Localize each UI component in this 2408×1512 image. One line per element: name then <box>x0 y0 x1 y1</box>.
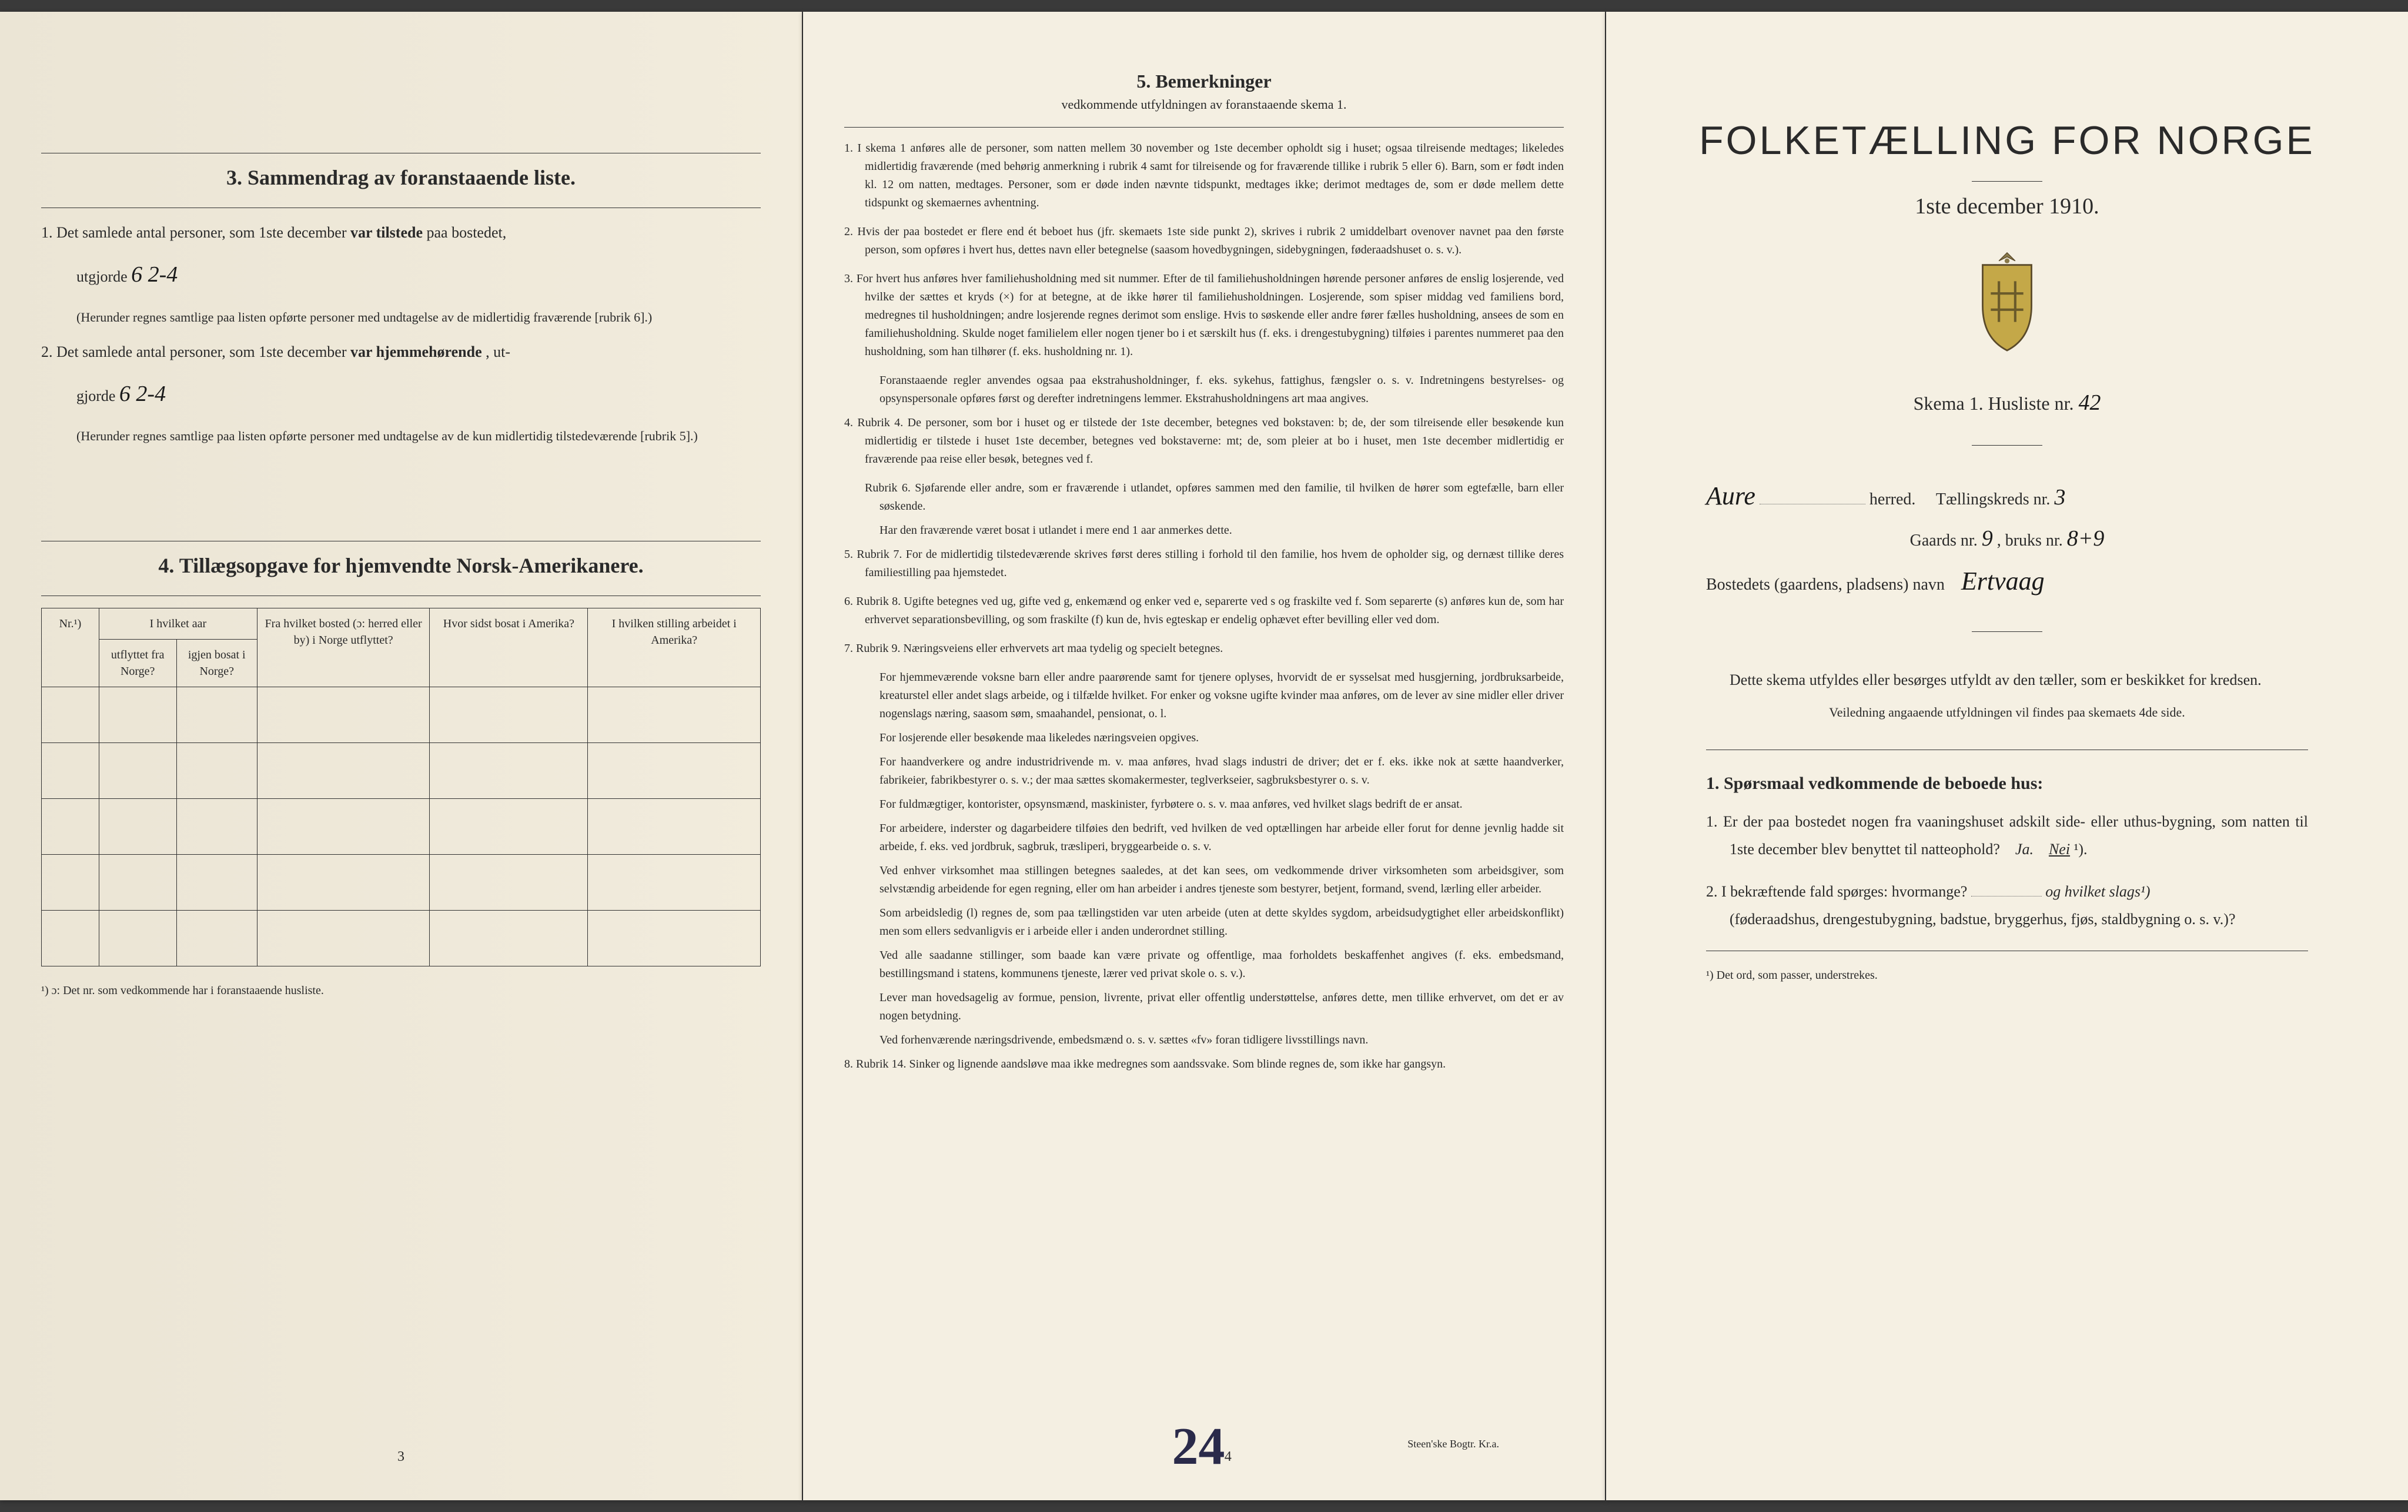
table-header-stilling: I hvilken stilling arbeidet i Amerika? <box>588 608 761 687</box>
divider <box>1972 631 2042 632</box>
page-number-4: 4 <box>1225 1449 1232 1465</box>
document-container: 3. Sammendrag av foranstaaende liste. 1.… <box>0 12 2408 1500</box>
page-number-3: 3 <box>397 1449 404 1465</box>
section-divider <box>844 127 1564 128</box>
table-header-amerika: Hvor sidst bosat i Amerika? <box>430 608 588 687</box>
remark-7-sub8: Ved alle saadanne stillinger, som baade … <box>844 946 1564 983</box>
section3-item2-sub: (Herunder regnes samtlige paa listen opf… <box>41 426 761 446</box>
taellingskreds-nr: 3 <box>2054 485 2065 510</box>
table-row <box>42 798 761 854</box>
section3-item2: 2. Det samlede antal personer, som 1ste … <box>41 339 761 365</box>
section-5-subheading: vedkommende utfyldningen av foranstaaend… <box>844 97 1564 112</box>
herred-name: Aure <box>1706 481 1755 510</box>
small-instruction: Veiledning angaaende utfyldningen vil fi… <box>1647 705 2367 720</box>
title-divider <box>1972 181 2042 182</box>
section-5-heading: 5. Bemerkninger <box>844 71 1564 92</box>
section-4-heading: 4. Tillægsopgave for hjemvendte Norsk-Am… <box>41 553 761 578</box>
gaards-line: Gaards nr. 9 , bruks nr. 8+9 <box>1706 526 2308 551</box>
remark-7-sub4: For fuldmægtiger, kontorister, opsynsmæn… <box>844 795 1564 814</box>
question-2: 2. I bekræftende fald spørges: hvormange… <box>1730 878 2308 934</box>
page-right: FOLKETÆLLING FOR NORGE 1ste december 191… <box>1606 12 2408 1500</box>
table-subheader-bosat: igjen bosat i Norge? <box>176 639 257 687</box>
question-1-heading: 1. Spørsmaal vedkommende de beboede hus: <box>1706 774 2308 794</box>
printer-mark: Steen'ske Bogtr. Kr.a. <box>1407 1438 1499 1450</box>
question-1: 1. Er der paa bostedet nogen fra vaaning… <box>1730 808 2308 864</box>
remark-5: 5. Rubrik 7. For de midlertidig tilstede… <box>844 546 1564 582</box>
table-row <box>42 687 761 742</box>
herred-line: Aure herred. Tællingskreds nr. 3 <box>1706 481 2308 511</box>
section3-item1-sub: (Herunder regnes samtlige paa listen opf… <box>41 307 761 327</box>
coat-of-arms-icon <box>1647 249 2367 366</box>
remark-7-sub7: Som arbeidsledig (l) regnes de, som paa … <box>844 904 1564 941</box>
section3-item2-line2: gjorde 6 2-4 <box>41 374 761 414</box>
rubrik-6: Rubrik 6. Sjøfarende eller andre, som er… <box>844 479 1564 516</box>
section3-item1-line2: utgjorde 6 2-4 <box>41 255 761 295</box>
remark-3-sub: Foranstaaende regler anvendes ogsaa paa … <box>844 372 1564 408</box>
remark-2: 2. Hvis der paa bostedet er flere end ét… <box>844 223 1564 259</box>
page-left: 3. Sammendrag av foranstaaende liste. 1.… <box>0 12 802 1500</box>
husliste-number: 42 <box>2078 390 2101 415</box>
skema-divider <box>1972 445 2042 446</box>
remark-7-sub3: For haandverkere og andre industridriven… <box>844 753 1564 790</box>
table-header-year: I hvilket aar <box>99 608 257 639</box>
handwritten-value-1: 6 2-4 <box>131 262 178 287</box>
bosted-line: Bostedets (gaardens, pladsens) navn Ertv… <box>1706 566 2308 596</box>
remark-7-sub5: For arbeidere, inderster og dagarbeidere… <box>844 819 1564 856</box>
table-row <box>42 854 761 910</box>
remark-7-sub2: For losjerende eller besøkende maa likel… <box>844 729 1564 747</box>
page3-footnote: ¹) Det ord, som passer, understrekes. <box>1706 969 2308 982</box>
section3-item1: 1. Det samlede antal personer, som 1ste … <box>41 220 761 246</box>
remark-3: 3. For hvert hus anføres hver familiehus… <box>844 270 1564 361</box>
bosted-name: Ertvaag <box>1961 567 2045 596</box>
gaards-nr: 9 <box>1982 526 1993 551</box>
table-row <box>42 910 761 966</box>
remark-8: 8. Rubrik 14. Sinker og lignende aandslø… <box>844 1055 1564 1073</box>
table-header-bosted: Fra hvilket bosted (ɔ: herred eller by) … <box>257 608 430 687</box>
skema-line: Skema 1. Husliste nr. 42 <box>1647 390 2367 416</box>
remark-1: 1. I skema 1 anføres alle de personer, s… <box>844 139 1564 212</box>
rubrik-6-sub: Har den fraværende været bosat i utlande… <box>844 521 1564 540</box>
table-norsk-amerikanere: Nr.¹) I hvilket aar Fra hvilket bosted (… <box>41 608 761 966</box>
remark-7-sub10: Ved forhenværende næringsdrivende, embed… <box>844 1031 1564 1049</box>
table-row <box>42 742 761 798</box>
shield-svg <box>1966 249 2048 354</box>
table-header-nr: Nr.¹) <box>42 608 99 687</box>
remark-7-sub6: Ved enhver virksomhet maa stillingen bet… <box>844 862 1564 898</box>
answer-nei: Nei <box>2049 841 2070 858</box>
remark-6: 6. Rubrik 8. Ugifte betegnes ved ug, gif… <box>844 593 1564 629</box>
page-middle: 5. Bemerkninger vedkommende utfyldningen… <box>803 12 1605 1500</box>
handwritten-value-2: 6 2-4 <box>119 382 166 406</box>
table-subheader-utflyttet: utflyttet fra Norge? <box>99 639 176 687</box>
instruction-text: Dette skema utfyldes eller besørges utfy… <box>1706 667 2308 693</box>
section4-footnote: ¹) ɔ: Det nr. som vedkommende har i fora… <box>41 984 761 998</box>
subtitle: 1ste december 1910. <box>1647 193 2367 219</box>
handwritten-24: 24 <box>1172 1416 1225 1477</box>
remark-7-sub1: For hjemmeværende voksne barn eller andr… <box>844 668 1564 723</box>
main-title: FOLKETÆLLING FOR NORGE <box>1647 118 2367 163</box>
remark-4: 4. Rubrik 4. De personer, som bor i huse… <box>844 414 1564 469</box>
section-3-heading: 3. Sammendrag av foranstaaende liste. <box>41 165 761 190</box>
remark-7-sub9: Lever man hovedsagelig av formue, pensio… <box>844 989 1564 1025</box>
bruks-nr: 8+9 <box>2067 526 2105 551</box>
remark-7: 7. Rubrik 9. Næringsveiens eller erhverv… <box>844 640 1564 658</box>
